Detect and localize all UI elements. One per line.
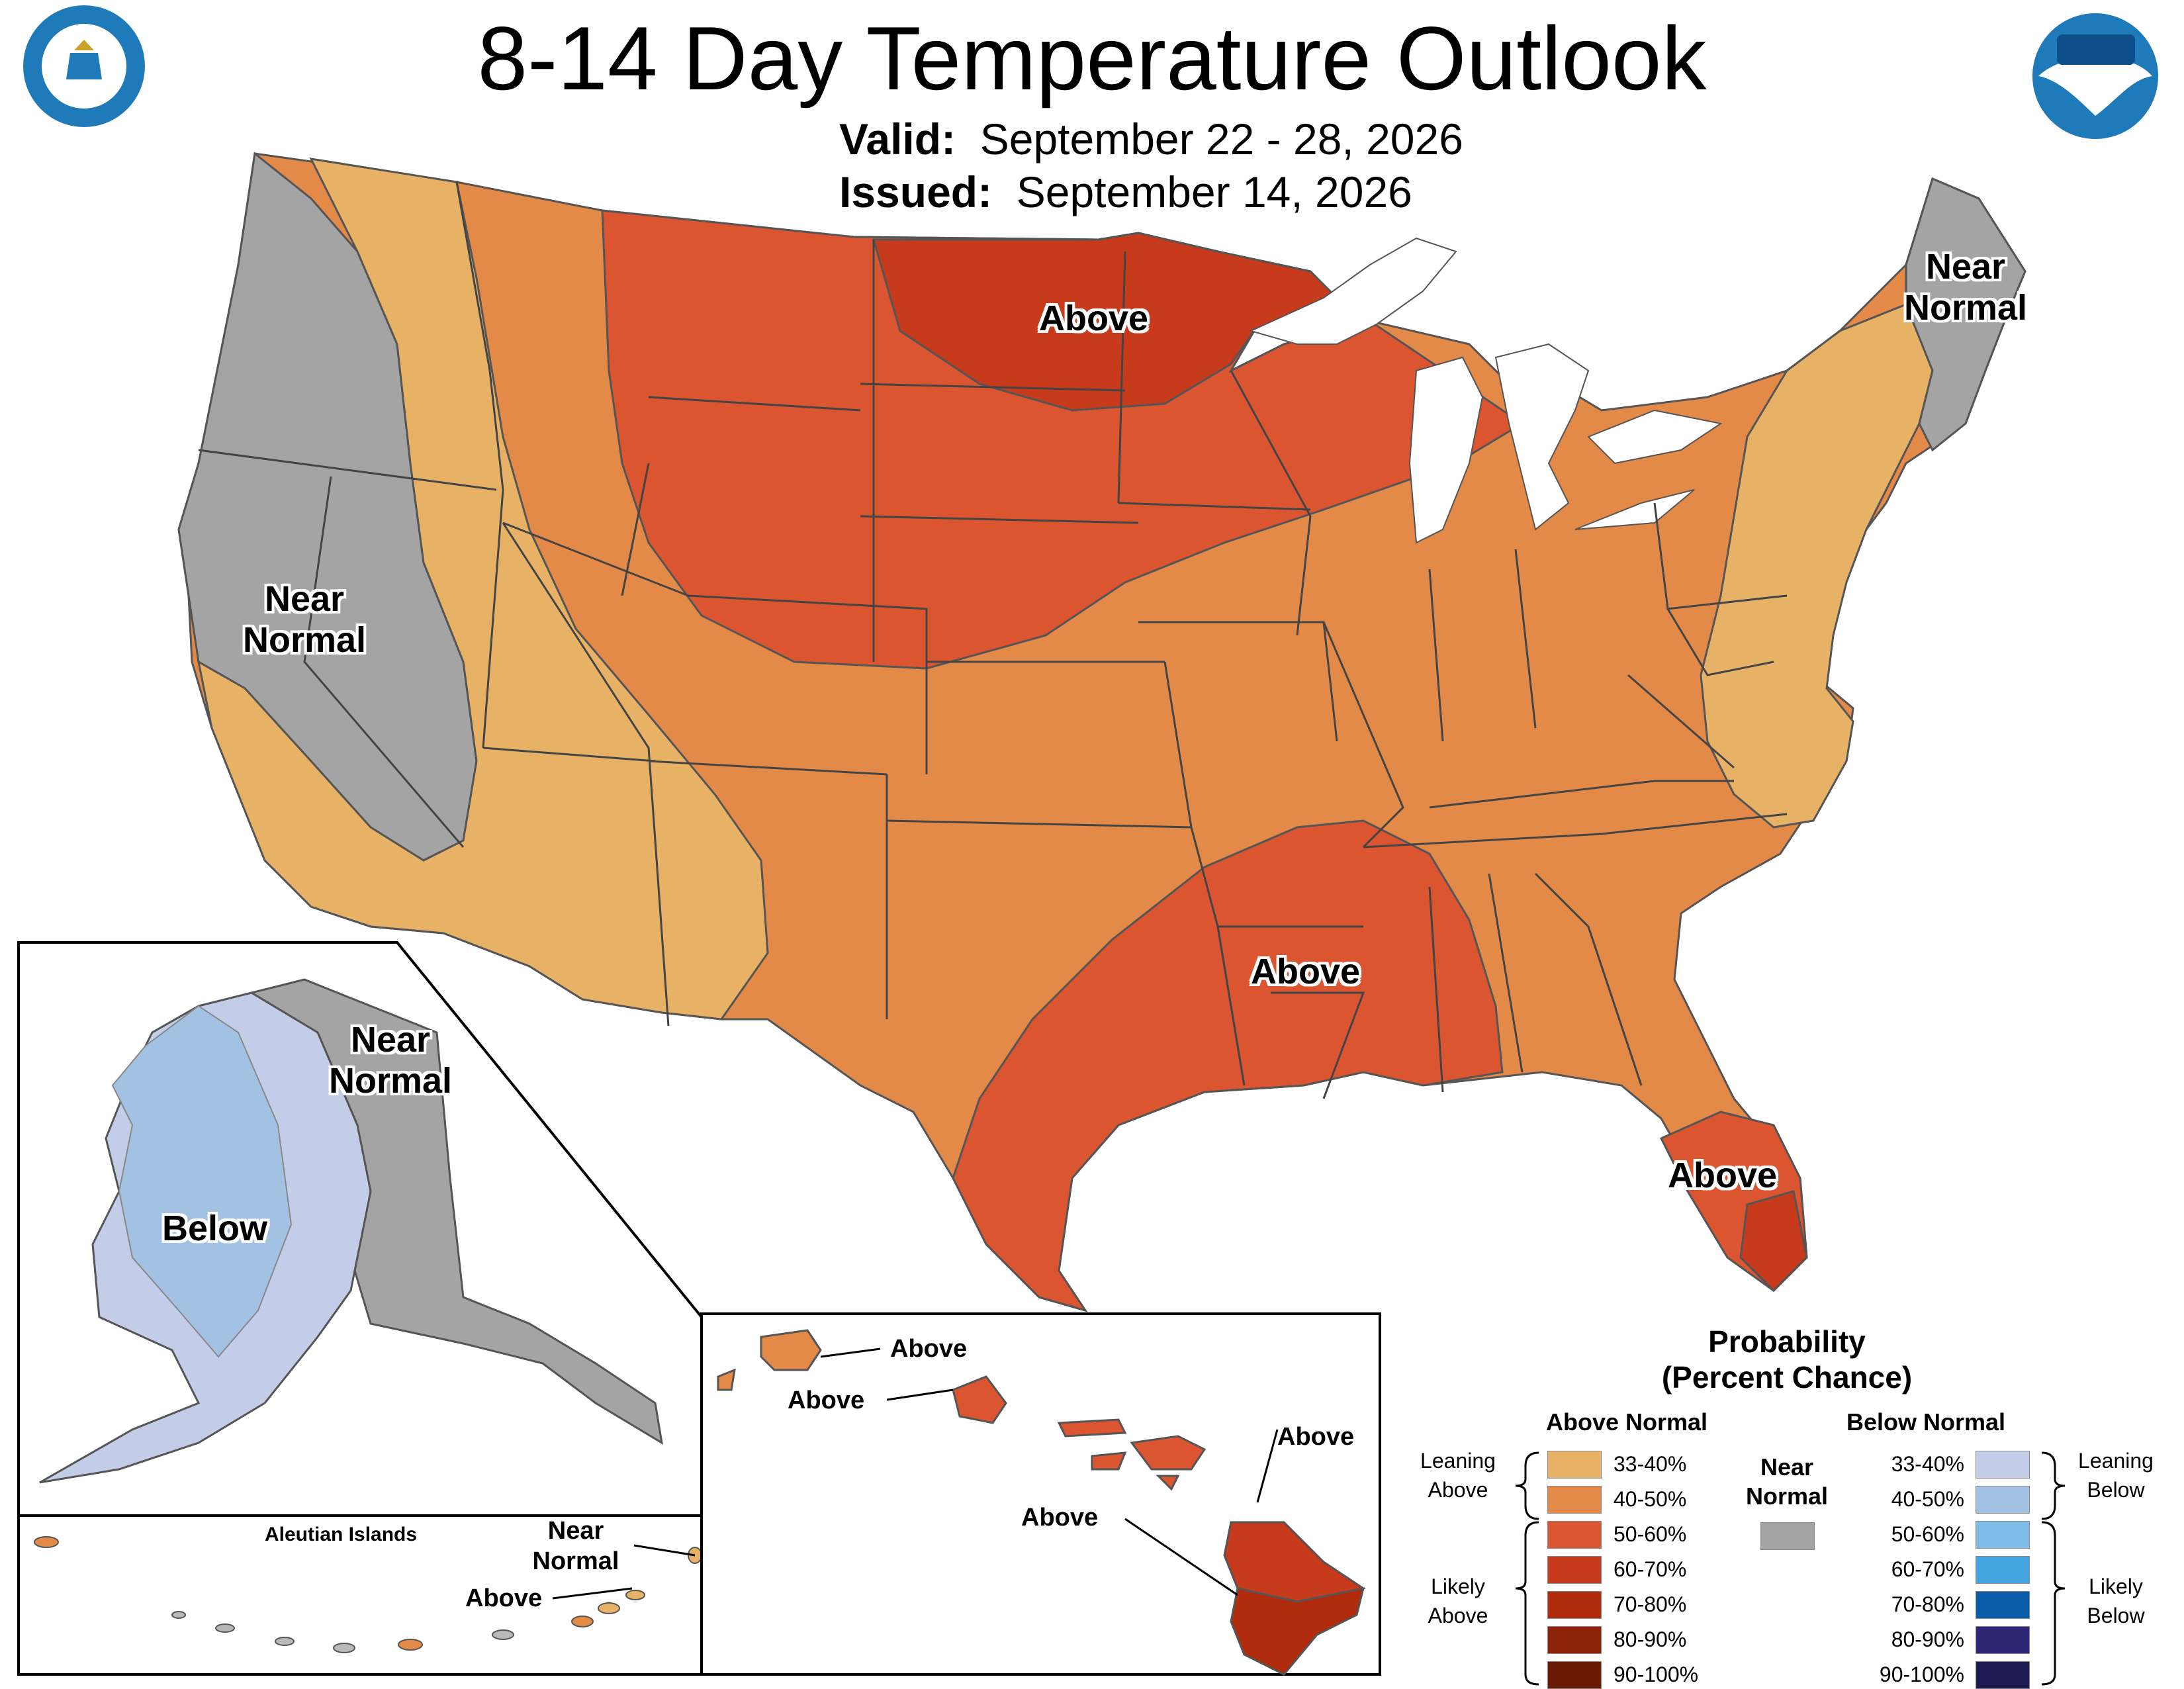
- legend-below-swatch-6: [1976, 1661, 2030, 1689]
- label-aleutian-near-normal: Near Normal: [532, 1517, 619, 1575]
- legend-above-range-1: 40-50%: [1614, 1487, 1687, 1511]
- legend-leaning-above: Leaning Above: [1420, 1449, 1496, 1502]
- legend-below-swatch-2: [1976, 1521, 2030, 1549]
- legend-below-range-3: 60-70%: [1891, 1557, 1964, 1581]
- legend-above-swatch-3: [1547, 1556, 1602, 1584]
- page-title: 8-14 Day Temperature Outlook: [477, 8, 1707, 109]
- legend-above-range-6: 90-100%: [1614, 1663, 1699, 1686]
- legend-above-range-2: 50-60%: [1614, 1522, 1687, 1546]
- valid-label: Valid:: [839, 114, 956, 163]
- valid-date: Valid: September 22 - 28, 2026: [839, 114, 1463, 164]
- legend-below-range-2: 50-60%: [1891, 1522, 1964, 1546]
- issued-label: Issued:: [839, 167, 993, 216]
- great-lakes: [1249, 237, 1723, 544]
- hawaii-inset: [700, 1312, 1381, 1676]
- label-hawaii-oahu-above: Above: [788, 1387, 865, 1414]
- south-central-likely-above-region: [952, 819, 1504, 1312]
- issued-date: Issued: September 14, 2026: [839, 167, 1412, 217]
- conus-map: [177, 152, 2026, 1312]
- valid-value: September 22 - 28, 2026: [979, 114, 1463, 163]
- label-aleutian-above: Above: [465, 1584, 543, 1612]
- legend-above-swatch-1: [1547, 1486, 1602, 1514]
- legend-above-range-4: 70-80%: [1614, 1592, 1687, 1616]
- florida-tip-region: [1739, 1190, 1808, 1293]
- aleutian-inset: [17, 1514, 703, 1676]
- label-alaska-below: Below: [162, 1209, 268, 1248]
- legend-below-range-5: 80-90%: [1891, 1627, 1964, 1651]
- label-florida-above: Above: [1668, 1156, 1778, 1195]
- alaska-inset: [17, 941, 703, 1517]
- legend-above-range-5: 80-90%: [1614, 1627, 1687, 1651]
- legend-below-swatch-4: [1976, 1591, 2030, 1619]
- label-hawaii-kauai-above: Above: [890, 1335, 968, 1363]
- label-hawaii-big-island-above: Above: [1021, 1504, 1099, 1531]
- issued-value: September 14, 2026: [1016, 167, 1412, 216]
- label-west-near-normal: Near Normal: [242, 579, 367, 660]
- aleutian-title: Aleutian Islands: [265, 1524, 418, 1545]
- legend-below-range-6: 90-100%: [1879, 1663, 1964, 1686]
- label-alaska-near-normal: Near Normal: [328, 1020, 453, 1101]
- legend-leaning-below: Leaning Below: [2078, 1449, 2154, 1502]
- label-south-above: Above: [1251, 952, 1361, 991]
- noaa-logo-icon: [2032, 13, 2158, 139]
- legend-near-normal-swatch: [1760, 1522, 1815, 1550]
- legend-above-range-0: 33-40%: [1614, 1452, 1687, 1476]
- legend-above-swatch-6: [1547, 1661, 1602, 1689]
- legend-likely-below: Likely Below: [2087, 1575, 2145, 1627]
- legend-below-swatch-0: [1976, 1451, 2030, 1479]
- legend-below-header: Below Normal: [1846, 1408, 2006, 1436]
- label-northeast-near-normal: Near Normal: [1903, 247, 2028, 328]
- legend-below-range-1: 40-50%: [1891, 1487, 1964, 1511]
- legend-below-swatch-5: [1976, 1626, 2030, 1654]
- legend-title: Probability (Percent Chance): [1661, 1324, 1913, 1394]
- doc-seal-icon: [23, 5, 145, 127]
- legend-above-swatch-2: [1547, 1521, 1602, 1549]
- legend-likely-above: Likely Above: [1428, 1575, 1488, 1627]
- label-north-above: Above: [1039, 298, 1149, 338]
- legend-near-normal: Near Normal: [1745, 1453, 1829, 1510]
- legend-above-header: Above Normal: [1546, 1408, 1708, 1436]
- legend-below-range-0: 33-40%: [1891, 1452, 1964, 1476]
- legend-above-swatch-5: [1547, 1626, 1602, 1654]
- legend-below-swatch-1: [1976, 1486, 2030, 1514]
- legend-above-range-3: 60-70%: [1614, 1557, 1687, 1581]
- state-borders: [198, 181, 1788, 1099]
- legend-braces: [1515, 1451, 2066, 1686]
- legend-below-swatch-3: [1976, 1556, 2030, 1584]
- legend-above-swatch-4: [1547, 1591, 1602, 1619]
- northeast-near-normal-region: [1905, 177, 2026, 452]
- legend-above-swatch-0: [1547, 1451, 1602, 1479]
- legend-below-range-4: 70-80%: [1891, 1592, 1964, 1616]
- west-leaning-above-region: [197, 158, 769, 1021]
- northeast-leaning-above-region: [1700, 303, 1934, 829]
- alaska-below-region: [111, 1005, 293, 1358]
- label-hawaii-maui-above: Above: [1277, 1423, 1355, 1451]
